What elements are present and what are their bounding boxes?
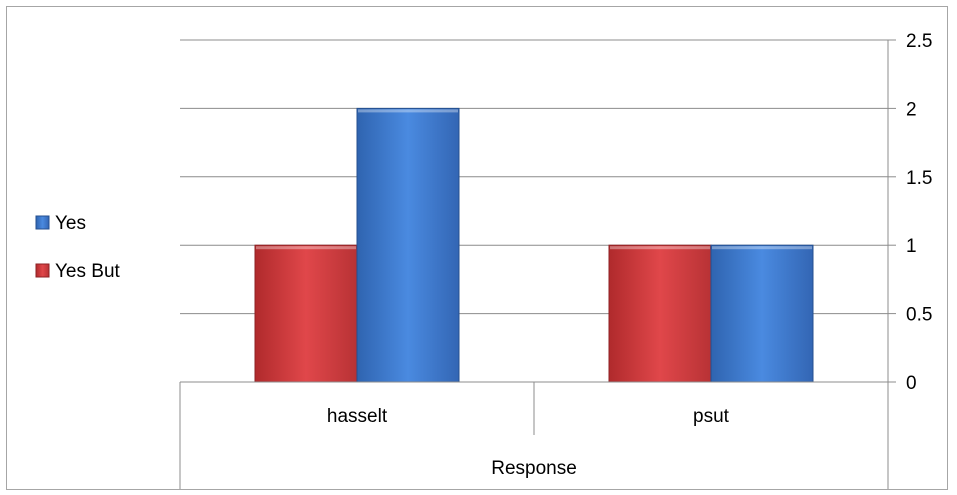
y-tick-label: 1 (906, 236, 917, 257)
y-tick-label: 0.5 (906, 305, 932, 326)
y-tick-label: 0 (906, 373, 917, 394)
bar-highlight (256, 246, 356, 250)
y-tick-labels: 0 0.5 1 1.5 2 2.5 (906, 31, 932, 394)
bar-highlight (712, 246, 812, 250)
category-labels: hasselt psut (327, 406, 730, 427)
legend-swatch-yes-but (35, 263, 50, 278)
legend-swatch-yes (35, 215, 50, 230)
category-label-hasselt: hasselt (327, 406, 388, 427)
category-label-psut: psut (693, 406, 730, 427)
legend-label-yes: Yes (55, 213, 86, 234)
y-tick-label: 2.5 (906, 31, 932, 52)
axes (179, 39, 896, 489)
bar-yes-but-psut (608, 244, 712, 383)
y-tick-label: 1.5 (906, 168, 932, 189)
legend: Yes Yes But (35, 213, 121, 282)
x-group-label: Response (491, 458, 577, 479)
bar-yes-hasselt (356, 107, 460, 383)
y-tick-label: 2 (906, 99, 917, 120)
bar-yes-but-hasselt (254, 244, 358, 383)
bar-yes-psut (710, 244, 814, 383)
legend-label-yes-but: Yes But (55, 261, 121, 282)
bar-highlight (610, 246, 710, 250)
bar-highlight (358, 109, 458, 113)
